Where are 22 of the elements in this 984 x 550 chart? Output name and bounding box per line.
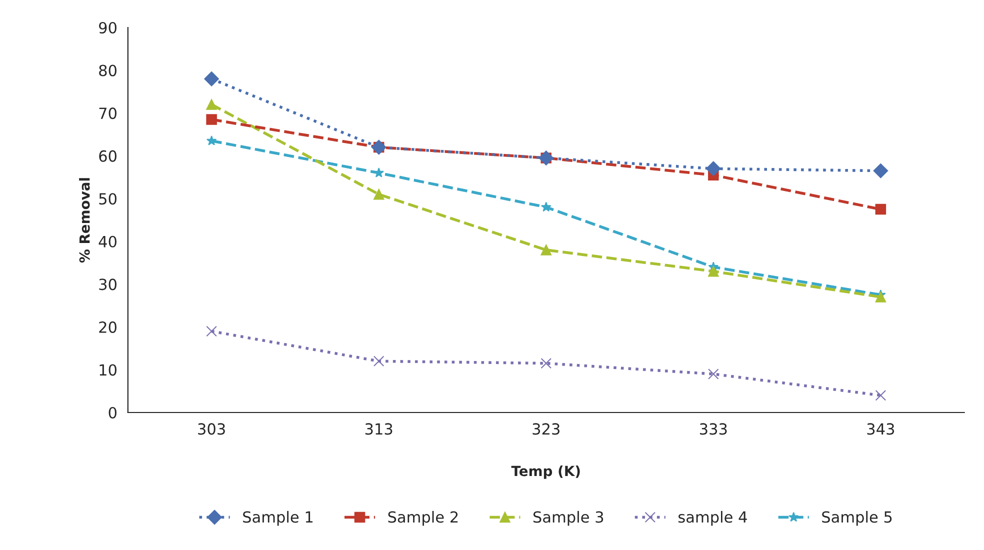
y-tick-label: 80 <box>99 64 116 76</box>
x-tick-label: 313 <box>365 423 392 435</box>
x-tick-label: 343 <box>867 423 894 435</box>
y-tick-label: 30 <box>99 278 116 290</box>
y-tick-label: 0 <box>108 406 116 419</box>
y-tick-label: 60 <box>99 150 116 162</box>
y-tick-label: 40 <box>98 236 116 248</box>
y-tick-label: 50 <box>99 193 116 205</box>
x-tick-label: 323 <box>532 423 560 435</box>
y-axis-title: % Removal <box>79 178 90 263</box>
y-tick-label: 90 <box>99 22 116 34</box>
x-axis-title: Temp (K) <box>511 465 580 479</box>
y-tick-label: 70 <box>99 108 116 120</box>
legend-label: Sample 1 <box>243 510 313 526</box>
y-tick-label: 10 <box>100 364 116 376</box>
x-tick-label: 303 <box>198 423 225 435</box>
legend-label: sample 4 <box>678 510 747 526</box>
legend-label: Sample 3 <box>533 510 604 526</box>
legend-label: Sample 5 <box>822 510 892 526</box>
legend-label: Sample 2 <box>388 510 458 526</box>
x-tick-label: 333 <box>700 423 727 435</box>
y-tick-label: 20 <box>99 321 116 333</box>
